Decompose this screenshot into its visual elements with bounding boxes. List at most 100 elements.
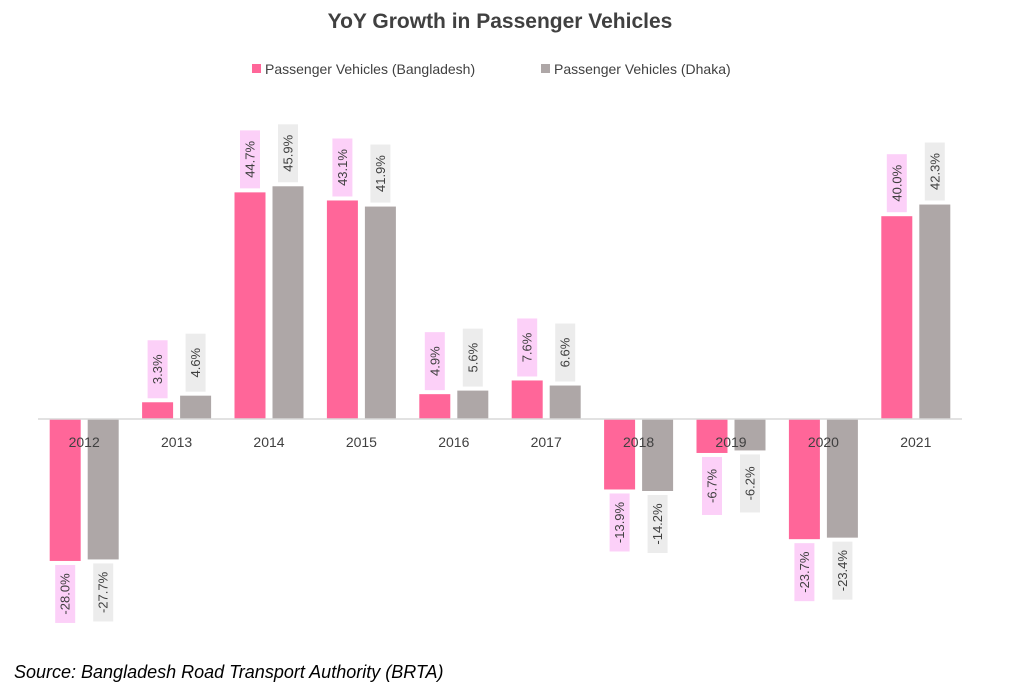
data-label-bg [702,456,722,515]
data-label-bg [609,493,630,552]
data-label-bg [740,454,760,513]
bar-dhaka-2020 [826,419,858,538]
bar-dhaka-2019 [734,419,766,451]
bars-layer [49,186,951,561]
bar-bangladesh-2021 [881,216,913,419]
data-label-bangladesh-2015: 43.1% [332,138,353,197]
data-label-text: 3.3% [150,354,165,384]
bar-bangladesh-2015 [326,200,358,419]
data-labels-layer: -28.0% -27.7% 3.3% 4.6% 44.7% 45.9% 43.1% 41.9%… [55,124,945,623]
data-label-bg [185,333,206,392]
data-label-bg [332,138,353,197]
x-tick-label-2014: 2014 [253,434,284,450]
bar-dhaka-2016 [457,390,489,419]
data-label-bg [886,154,907,213]
data-label-text: 45.9% [281,134,296,171]
data-label-text: 40.0% [889,164,904,201]
x-tick-label-2015: 2015 [346,434,377,450]
data-label-dhaka-2015: 41.9% [370,144,391,203]
data-label-dhaka-2021: 42.3% [924,142,945,201]
data-label-bangladesh-2014: 44.7% [240,130,260,189]
data-label-text: 41.9% [373,155,388,192]
data-label-bg [370,144,391,203]
legend: Passenger Vehicles (Bangladesh) Passenger… [252,61,731,77]
data-label-bg [424,332,445,391]
bar-bangladesh-2016 [419,394,451,419]
data-label-text: -6.7% [705,469,720,503]
data-label-bg [93,563,114,622]
bar-bangladesh-2020 [788,419,820,540]
x-tick-label-2021: 2021 [900,434,931,450]
data-label-bg [147,340,168,399]
data-label-dhaka-2016: 5.6% [462,328,483,387]
x-tick-label-2017: 2017 [531,434,562,450]
bar-dhaka-2018 [642,419,674,491]
data-label-text: -23.4% [835,550,850,592]
data-label-text: 43.1% [335,149,350,186]
data-label-text: -13.9% [612,501,627,543]
data-label-dhaka-2014: 45.9% [278,124,298,183]
data-label-bg [517,318,538,377]
legend-dhaka: Passenger Vehicles (Dhaka) [541,61,731,77]
data-label-dhaka-2012: -27.7% [93,563,114,622]
x-tick-label-2020: 2020 [808,434,839,450]
bar-dhaka-2014 [272,186,304,419]
bar-dhaka-2013 [180,395,212,419]
data-label-text: 42.3% [927,153,942,190]
legend-bangladesh: Passenger Vehicles (Bangladesh) [252,61,475,77]
data-label-bg [462,328,483,387]
data-label-bg [555,323,576,382]
bar-bangladesh-2012 [49,419,81,561]
x-tick-label-2019: 2019 [715,434,746,450]
data-label-text: 7.6% [520,332,535,362]
data-label-bg [794,543,815,602]
source-note: Source: Bangladesh Road Transport Author… [14,662,444,682]
data-label-text: 4.6% [188,347,203,377]
data-label-bangladesh-2013: 3.3% [147,340,168,399]
x-tick-labels: 2012 2013 2014 2015 2016 2017 2018 2019 2020 2021 [69,434,932,450]
bar-bangladesh-2018 [604,419,636,490]
data-label-dhaka-2020: -23.4% [832,541,853,600]
data-label-text: -28.0% [58,573,73,615]
data-label-bangladesh-2012: -28.0% [55,564,76,623]
data-label-bg [55,564,76,623]
data-label-text: 6.6% [558,337,573,367]
legend-swatch [541,64,550,73]
legend-label: Passenger Vehicles (Bangladesh) [265,61,475,77]
data-label-text: -14.2% [650,503,665,545]
data-label-bg [924,142,945,201]
data-label-bangladesh-2019: -6.7% [702,456,722,515]
data-label-bg [278,124,298,183]
data-label-dhaka-2013: 4.6% [185,333,206,392]
bar-bangladesh-2013 [142,402,174,419]
bar-dhaka-2015 [364,206,396,419]
chart: YoY Growth in Passenger Vehicles Passeng… [38,10,962,623]
data-label-text: 44.7% [243,141,258,178]
x-tick-label-2018: 2018 [623,434,654,450]
data-label-text: 4.9% [427,346,442,376]
data-label-bg [832,541,853,600]
x-tick-label-2013: 2013 [161,434,192,450]
data-label-bg [240,130,260,189]
bar-bangladesh-2019 [696,419,728,453]
data-label-dhaka-2017: 6.6% [555,323,576,382]
bar-dhaka-2017 [549,385,581,419]
data-label-text: -23.7% [797,551,812,593]
data-label-dhaka-2019: -6.2% [740,454,760,513]
data-label-bangladesh-2016: 4.9% [424,332,445,391]
data-label-bg [647,494,668,553]
chart-title: YoY Growth in Passenger Vehicles [328,10,673,33]
data-label-bangladesh-2021: 40.0% [886,154,907,213]
bar-dhaka-2021 [919,204,951,419]
data-label-bangladesh-2017: 7.6% [517,318,538,377]
x-tick-label-2012: 2012 [69,434,100,450]
data-label-dhaka-2018: -14.2% [647,494,668,553]
bar-dhaka-2012 [87,419,119,560]
data-label-bangladesh-2020: -23.7% [794,543,815,602]
bar-bangladesh-2014 [234,192,266,419]
legend-label: Passenger Vehicles (Dhaka) [554,61,731,77]
data-label-text: 5.6% [465,342,480,372]
legend-swatch [252,64,261,73]
x-tick-label-2016: 2016 [438,434,469,450]
data-label-text: -27.7% [96,571,111,613]
